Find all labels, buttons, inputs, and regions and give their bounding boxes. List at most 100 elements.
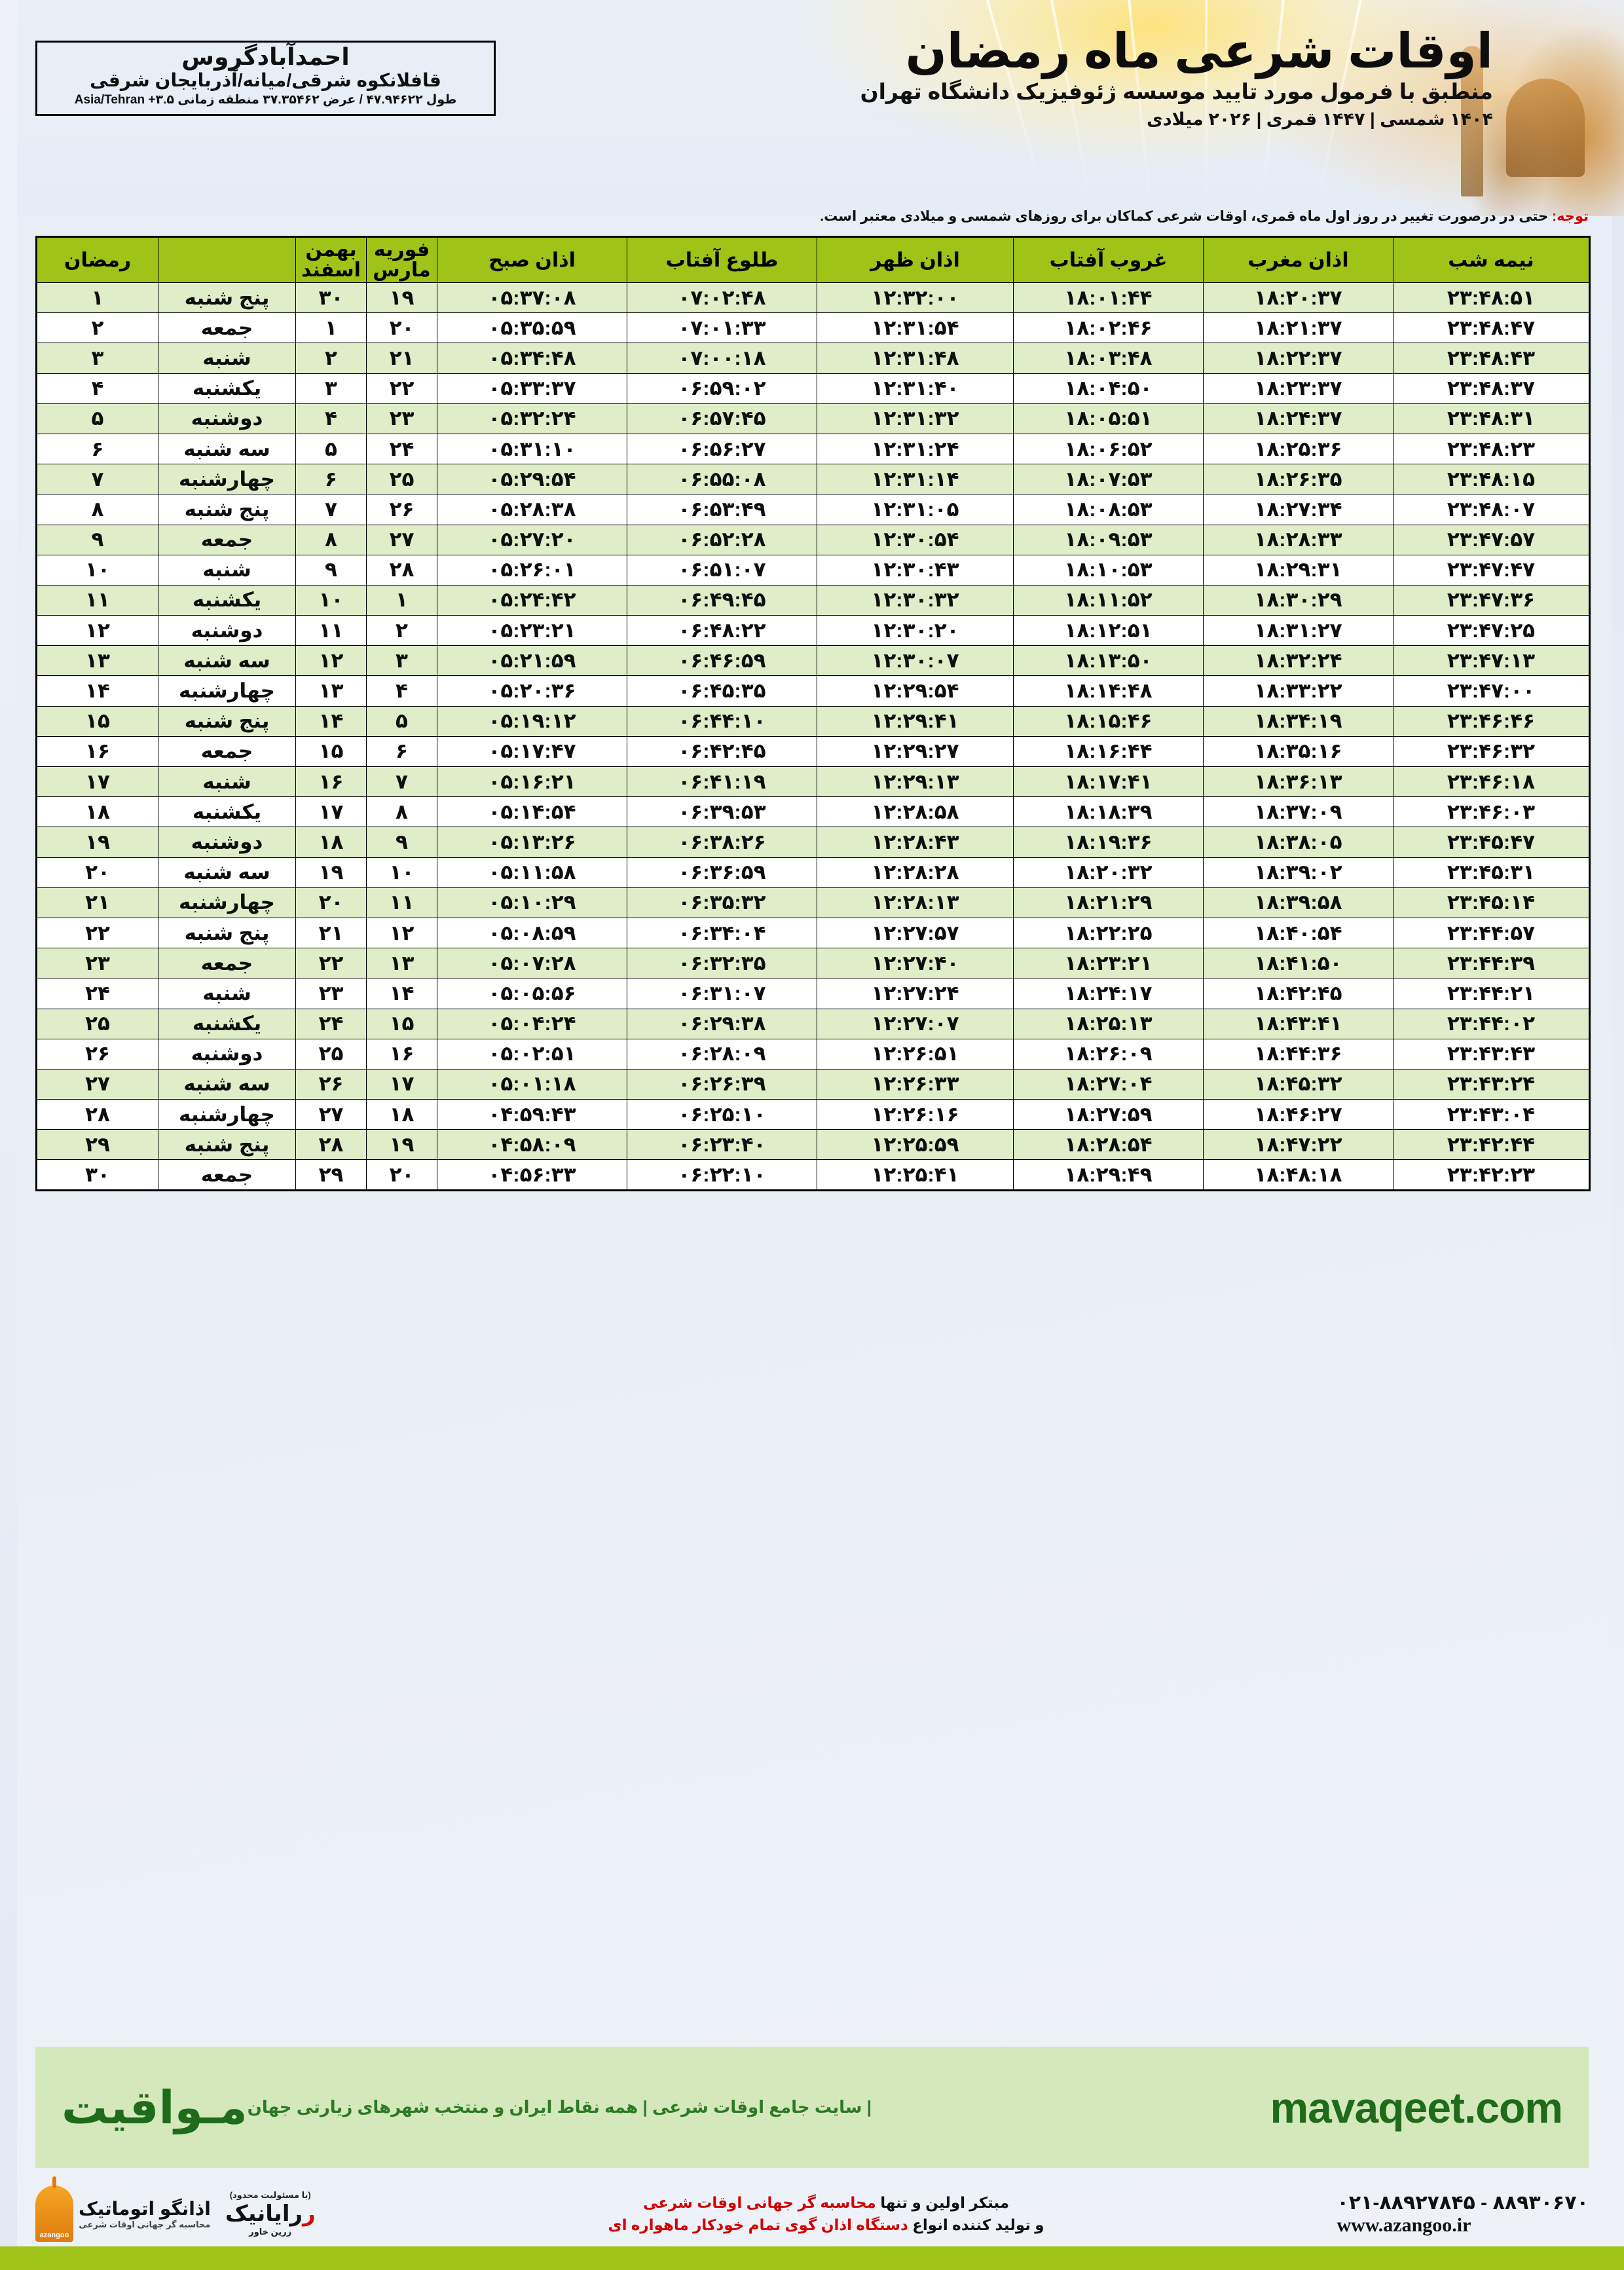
sunrise-cell: ۰۷:۰۲:۴۸ (627, 282, 817, 314)
weekday-cell: دوشنبه (158, 827, 296, 858)
midnight-cell: ۲۳:۴۵:۳۱ (1393, 857, 1590, 888)
table-row: ۲۳:۴۶:۱۸ ۱۸:۳۶:۱۳ ۱۸:۱۷:۴۱ ۱۲:۲۹:۱۳ ۰۶:۴۱:۱۹… (36, 766, 1590, 798)
maghrib-azan-cell: ۱۸:۲۵:۳۶ (1203, 433, 1393, 465)
sunrise-cell: ۰۶:۲۳:۴۰ (627, 1129, 817, 1161)
brand-website-text[interactable]: mavaqeet.com (1270, 2083, 1563, 2132)
gregorian-day-cell: ۸ (366, 796, 437, 828)
dhuhr-azan-cell: ۱۲:۳۰:۵۴ (817, 524, 1014, 555)
midnight-cell: ۲۳:۴۶:۳۲ (1393, 735, 1590, 768)
maghrib-azan-cell: ۱۸:۴۲:۴۵ (1203, 978, 1393, 1009)
fajr-azan-cell: ۰۴:۵۹:۴۳ (437, 1099, 627, 1130)
fajr-azan-cell: ۰۵:۱۹:۱۲ (437, 705, 627, 737)
shamsi-day-cell: ۲۳ (295, 978, 367, 1009)
gregorian-day-cell: ۱۹ (366, 1129, 437, 1161)
midnight-cell: ۲۳:۴۷:۰۰ (1393, 675, 1590, 707)
shamsi-day-cell: ۶ (295, 464, 367, 495)
fajr-azan-cell: ۰۵:۲۱:۵۹ (437, 645, 627, 677)
right-edge-strip (1612, 216, 1624, 2037)
gregorian-day-cell: ۲۸ (366, 554, 437, 586)
weekday-cell: پنج شنبه (158, 705, 296, 737)
maghrib-azan-cell: ۱۸:۴۶:۲۷ (1203, 1099, 1393, 1130)
gregorian-day-cell: ۱۹ (366, 282, 437, 314)
maghrib-azan-cell: ۱۸:۲۸:۳۳ (1203, 524, 1393, 555)
sunset-cell: ۱۸:۲۴:۱۷ (1013, 978, 1204, 1009)
rayaneek-logo: (با مسئولیت محدود) ررایانیک زرین خاور (225, 2190, 316, 2237)
shamsi-day-cell: ۱۷ (295, 796, 367, 828)
desc1-highlight: محاسبه گر جهانی اوقات شرعی (642, 2193, 876, 2211)
maghrib-azan-cell: ۱۸:۲۰:۳۷ (1203, 282, 1393, 314)
maghrib-azan-cell: ۱۸:۴۴:۳۶ (1203, 1038, 1393, 1070)
sunset-cell: ۱۸:۲۸:۵۴ (1013, 1129, 1204, 1161)
gregorian-day-cell: ۲۷ (366, 524, 437, 555)
sunrise-cell: ۰۶:۴۵:۳۵ (627, 675, 817, 707)
dhuhr-azan-cell: ۱۲:۲۷:۴۰ (817, 948, 1014, 979)
table-row: ۲۳:۴۴:۳۹ ۱۸:۴۱:۵۰ ۱۸:۲۳:۲۱ ۱۲:۲۷:۴۰ ۰۶:۳۲:۳۵… (36, 948, 1590, 979)
fajr-azan-cell: ۰۵:۱۶:۲۱ (437, 766, 627, 798)
page-subtitle: منطبق با فرمول مورد تایید موسسه ژئوفیزیک… (860, 79, 1493, 104)
maghrib-azan-cell: ۱۸:۴۰:۵۴ (1203, 917, 1393, 949)
sunrise-cell: ۰۶:۵۱:۰۷ (627, 554, 817, 586)
gregorian-day-cell: ۴ (366, 675, 437, 707)
weekday-cell: پنج شنبه (158, 917, 296, 949)
ramadan-day-cell: ۲۶ (36, 1038, 158, 1070)
shamsi-day-cell: ۱۸ (295, 827, 367, 858)
maghrib-azan-cell: ۱۸:۲۲:۳۷ (1203, 343, 1393, 374)
bottom-accent-bar (0, 2246, 1624, 2270)
weekday-cell: جمعه (158, 1159, 296, 1191)
table-row: ۲۳:۴۵:۳۱ ۱۸:۳۹:۰۲ ۱۸:۲۰:۳۲ ۱۲:۲۸:۲۸ ۰۶:۳۶:۵۹… (36, 857, 1590, 888)
gregorian-day-cell: ۱۶ (366, 1038, 437, 1070)
phone-number: ۰۲۱-۸۸۹۲۷۸۴۵ - ۸۸۹۳۰۶۷۰ (1337, 2191, 1589, 2214)
shamsi-day-cell: ۱۴ (295, 705, 367, 737)
weekday-cell: پنج شنبه (158, 1129, 296, 1161)
maghrib-azan-cell: ۱۸:۴۸:۱۸ (1203, 1159, 1393, 1191)
table-row: ۲۳:۴۷:۵۷ ۱۸:۲۸:۳۳ ۱۸:۰۹:۵۳ ۱۲:۳۰:۵۴ ۰۶:۵۲:۲۸… (36, 524, 1590, 555)
sunset-cell: ۱۸:۰۶:۵۲ (1013, 433, 1204, 465)
ramadan-day-cell: ۱ (36, 282, 158, 314)
sunset-cell: ۱۸:۱۶:۴۴ (1013, 735, 1204, 768)
midnight-cell: ۲۳:۴۶:۱۸ (1393, 766, 1590, 798)
ramadan-day-cell: ۲۰ (36, 857, 158, 888)
weekday-cell: سه شنبه (158, 433, 296, 465)
sunrise-cell: ۰۶:۳۲:۳۵ (627, 948, 817, 979)
sunrise-cell: ۰۶:۴۴:۱۰ (627, 705, 817, 737)
gregorian-day-cell: ۱۸ (366, 1099, 437, 1130)
ramadan-day-cell: ۱۴ (36, 675, 158, 707)
shamsi-day-cell: ۵ (295, 433, 367, 465)
table-body: ۲۳:۴۸:۵۱ ۱۸:۲۰:۳۷ ۱۸:۰۱:۴۴ ۱۲:۳۲:۰۰ ۰۷:۰۲:۴۸… (36, 282, 1590, 1191)
gregorian-day-cell: ۱۴ (366, 978, 437, 1009)
sunset-cell: ۱۸:۱۰:۵۳ (1013, 554, 1204, 586)
sunrise-cell: ۰۶:۲۸:۰۹ (627, 1038, 817, 1070)
location-region: قافلانکوه شرقی/میانه/آذربایجان شرقی (90, 69, 441, 90)
ramadan-day-cell: ۳ (36, 343, 158, 374)
shamsi-day-cell: ۱۰ (295, 584, 367, 616)
table-row: ۲۳:۴۳:۲۴ ۱۸:۴۵:۳۲ ۱۸:۲۷:۰۴ ۱۲:۲۶:۳۳ ۰۶:۲۶:۳۹… (36, 1068, 1590, 1100)
table-row: ۲۳:۴۶:۳۲ ۱۸:۳۵:۱۶ ۱۸:۱۶:۴۴ ۱۲:۲۹:۲۷ ۰۶:۴۲:۴۵… (36, 735, 1590, 768)
table-row: ۲۳:۴۷:۱۳ ۱۸:۳۲:۲۴ ۱۸:۱۳:۵۰ ۱۲:۳۰:۰۷ ۰۶:۴۶:۵۹… (36, 645, 1590, 677)
gregorian-day-cell: ۱۰ (366, 857, 437, 888)
shamsi-day-cell: ۲۴ (295, 1008, 367, 1039)
gregorian-day-cell: ۲۰ (366, 312, 437, 344)
fajr-azan-cell: ۰۵:۲۴:۴۲ (437, 584, 627, 616)
sunset-cell: ۱۸:۱۵:۴۶ (1013, 705, 1204, 737)
shamsi-day-cell: ۱۳ (295, 675, 367, 707)
ramadan-day-cell: ۱۱ (36, 584, 158, 616)
maghrib-azan-cell: ۱۸:۳۶:۱۳ (1203, 766, 1393, 798)
gregorian-day-cell: ۹ (366, 827, 437, 858)
fajr-azan-cell: ۰۴:۵۶:۳۳ (437, 1159, 627, 1191)
weekday-cell: پنج شنبه (158, 282, 296, 314)
desc2-plain: و تولید کننده انواع (908, 2216, 1044, 2233)
dhuhr-azan-cell: ۱۲:۳۱:۰۵ (817, 494, 1014, 525)
maghrib-azan-cell: ۱۸:۳۵:۱۶ (1203, 735, 1393, 768)
location-name: احمدآبادگروس (181, 43, 350, 70)
dhuhr-azan-cell: ۱۲:۲۵:۵۹ (817, 1129, 1014, 1161)
ramadan-day-cell: ۱۷ (36, 766, 158, 798)
midnight-cell: ۲۳:۴۴:۵۷ (1393, 917, 1590, 949)
midnight-cell: ۲۳:۴۸:۳۷ (1393, 373, 1590, 404)
weekday-cell: شنبه (158, 554, 296, 586)
maghrib-azan-cell: ۱۸:۳۷:۰۹ (1203, 796, 1393, 828)
website-url[interactable]: www.azangoo.ir (1337, 2214, 1471, 2236)
sunrise-cell: ۰۶:۴۹:۴۵ (627, 584, 817, 616)
dhuhr-azan-cell: ۱۲:۳۲:۰۰ (817, 282, 1014, 314)
maghrib-azan-cell: ۱۸:۳۳:۲۲ (1203, 675, 1393, 707)
maghrib-azan-cell: ۱۸:۴۷:۲۲ (1203, 1129, 1393, 1161)
